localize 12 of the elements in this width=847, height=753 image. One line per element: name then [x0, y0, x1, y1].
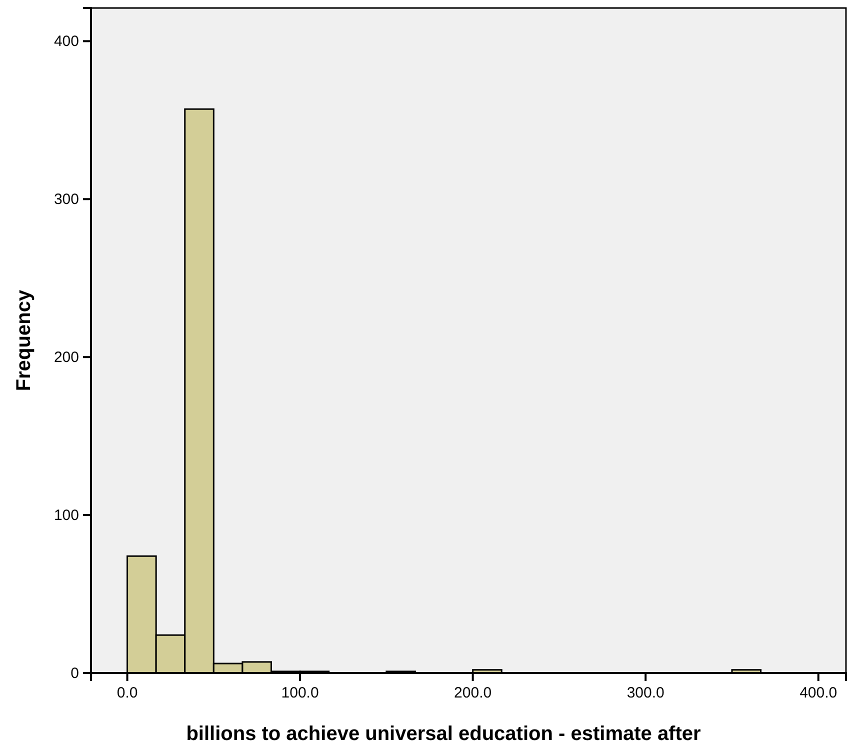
y-tick-label: 100	[54, 506, 79, 524]
x-tick-label: 400.0	[800, 684, 838, 702]
x-tick-label: 200.0	[454, 684, 492, 702]
x-tick-label: 0.0	[116, 684, 138, 702]
x-tick-label: 300.0	[626, 684, 664, 702]
y-tick-label: 400	[54, 32, 79, 50]
y-tick-label: 0	[70, 664, 79, 682]
x-axis-title: billions to achieve universal education - estimate after	[186, 723, 702, 745]
x-tick-label: 100.0	[281, 684, 319, 702]
y-axis-title: Frequency	[13, 289, 35, 392]
y-tick-label: 300	[54, 190, 79, 208]
y-tick-label: 200	[54, 348, 79, 366]
